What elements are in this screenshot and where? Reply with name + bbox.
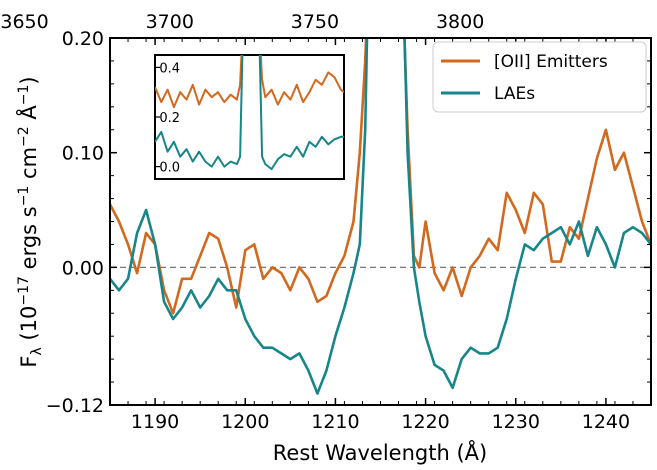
top-tick-label: 3700 — [146, 11, 194, 33]
y-title-exp4: −1 — [16, 85, 32, 106]
y-tick-label: −0.12 — [46, 395, 104, 417]
y-title-part2: ergs s — [17, 206, 41, 276]
inset-panel: 0.0 0.2 0.4 — [154, 54, 345, 180]
inset-ticks: 0.0 0.2 0.4 — [155, 61, 180, 176]
y-title-exp1: −17 — [16, 276, 32, 306]
inset-series-line-1 — [155, 55, 344, 171]
x-tick-label: 1190 — [131, 411, 179, 433]
y-tick-label: 0.10 — [62, 143, 104, 165]
series-line-0 — [110, 38, 651, 315]
y-title-part4: Å — [15, 105, 41, 127]
x-tick-label: 1210 — [311, 411, 359, 433]
inset-series-group — [155, 55, 344, 171]
x-tick-label: 1220 — [401, 411, 449, 433]
x-tick-label: 1240 — [582, 411, 630, 433]
legend-label-laes: LAEs — [494, 84, 535, 104]
inset-y-tick-label: 0.2 — [159, 111, 180, 126]
y-title-exp3: −2 — [16, 126, 32, 147]
y-title-exp2: −1 — [16, 186, 32, 207]
y-title-part1: (10 — [17, 306, 41, 348]
y-axis-title: Fλ (10−17 ergs s−1 cm−2 Å−1) — [15, 76, 45, 367]
y-title-part5: ) — [17, 76, 41, 84]
inset-y-tick-label: 0.4 — [159, 61, 180, 76]
y-title-sub: λ — [29, 347, 45, 355]
legend: [OII] Emitters LAEs — [432, 41, 647, 113]
inset-series-line-0 — [155, 55, 344, 109]
y-tick-label: 0.00 — [62, 257, 104, 279]
x-axis-title: Rest Wavelength (Å) — [273, 439, 487, 465]
top-tick-label: 3800 — [436, 11, 484, 33]
axis-ticks: 1190 1200 1210 1220 1230 1240 −0.12 0.00 0.10 0.2… — [0, 11, 652, 433]
main-series-group — [110, 38, 651, 395]
y-title-f: F — [17, 355, 41, 367]
x-tick-label: 1200 — [221, 411, 269, 433]
series-line-1 — [110, 38, 651, 395]
legend-label-oii: [OII] Emitters — [494, 52, 608, 72]
top-tick-label: 3750 — [291, 11, 339, 33]
y-tick-label: 0.20 — [62, 28, 104, 50]
top-tick-label: 3650 — [0, 11, 48, 33]
legend-frame — [432, 41, 647, 113]
y-title-part3: cm — [17, 147, 41, 186]
inset-frame — [154, 54, 345, 180]
inset-y-tick-label: 0.0 — [159, 161, 180, 176]
x-tick-label: 1230 — [492, 411, 540, 433]
